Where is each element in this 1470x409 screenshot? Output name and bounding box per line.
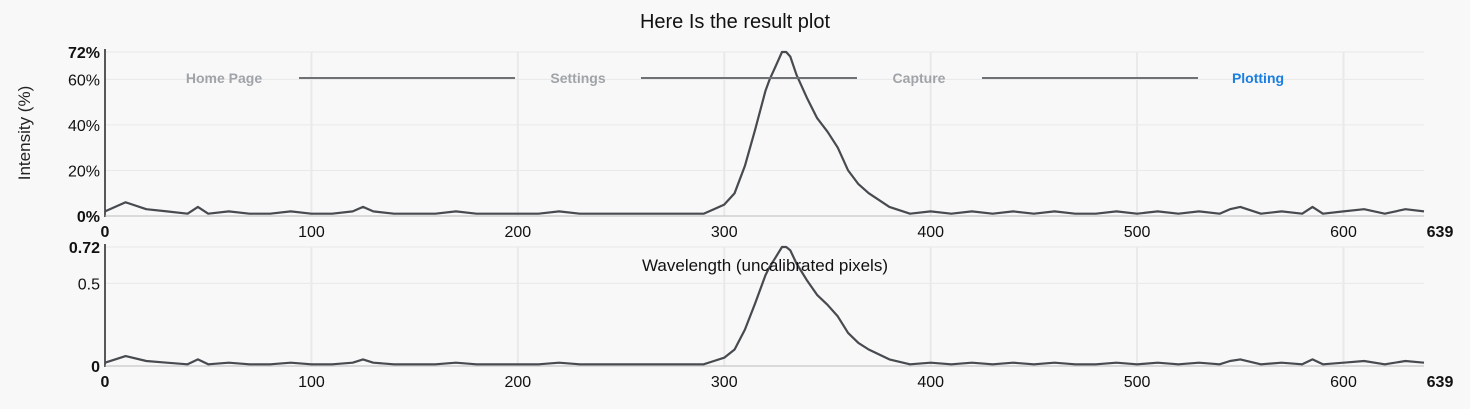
series-line: [104, 50, 1425, 215]
y-tick-label: 40%: [68, 118, 100, 135]
step-connector: [641, 77, 857, 79]
x-tick-label: 300: [711, 224, 738, 241]
x-tick-label: 400: [917, 224, 944, 241]
x-tick-label: 400: [917, 374, 944, 391]
y-tick-label: 0.5: [78, 276, 100, 293]
y-tick-label: 60%: [68, 72, 100, 89]
step-settings[interactable]: Settings: [550, 70, 606, 86]
series-line: [104, 245, 1425, 366]
y-tick-label: 0%: [77, 209, 100, 226]
chart-title: Here Is the result plot: [639, 11, 831, 33]
x-tick-label: 0: [101, 374, 110, 391]
x-tick-label: 600: [1330, 224, 1357, 241]
x-tick-label: 100: [298, 374, 325, 391]
x-tick-label: 300: [711, 374, 738, 391]
x-tick-label: 500: [1124, 224, 1151, 241]
x-tick-label: 200: [504, 374, 531, 391]
x-tick-label: 200: [504, 224, 531, 241]
x-tick-label: 500: [1124, 374, 1151, 391]
stepper-nav: Home Page Settings Capture Plotting: [0, 70, 1470, 90]
y-tick-label: 20%: [68, 163, 100, 180]
step-connector: [982, 77, 1198, 79]
y-tick-label: 72%: [68, 45, 100, 62]
y-tick-label: 0: [91, 359, 100, 376]
step-capture[interactable]: Capture: [892, 70, 946, 86]
step-connector: [299, 77, 515, 79]
x-tick-label: 639: [1427, 224, 1454, 241]
x-tick-label: 600: [1330, 374, 1357, 391]
step-plotting[interactable]: Plotting: [1231, 70, 1285, 86]
x-tick-label: 100: [298, 224, 325, 241]
step-home-page[interactable]: Home Page: [185, 70, 263, 86]
x-axis-label: Wavelength (uncalibrated pixels): [642, 256, 888, 275]
x-tick-label: 0: [101, 224, 110, 241]
x-tick-label: 639: [1427, 374, 1454, 391]
y-tick-label: 0.72: [69, 240, 100, 257]
